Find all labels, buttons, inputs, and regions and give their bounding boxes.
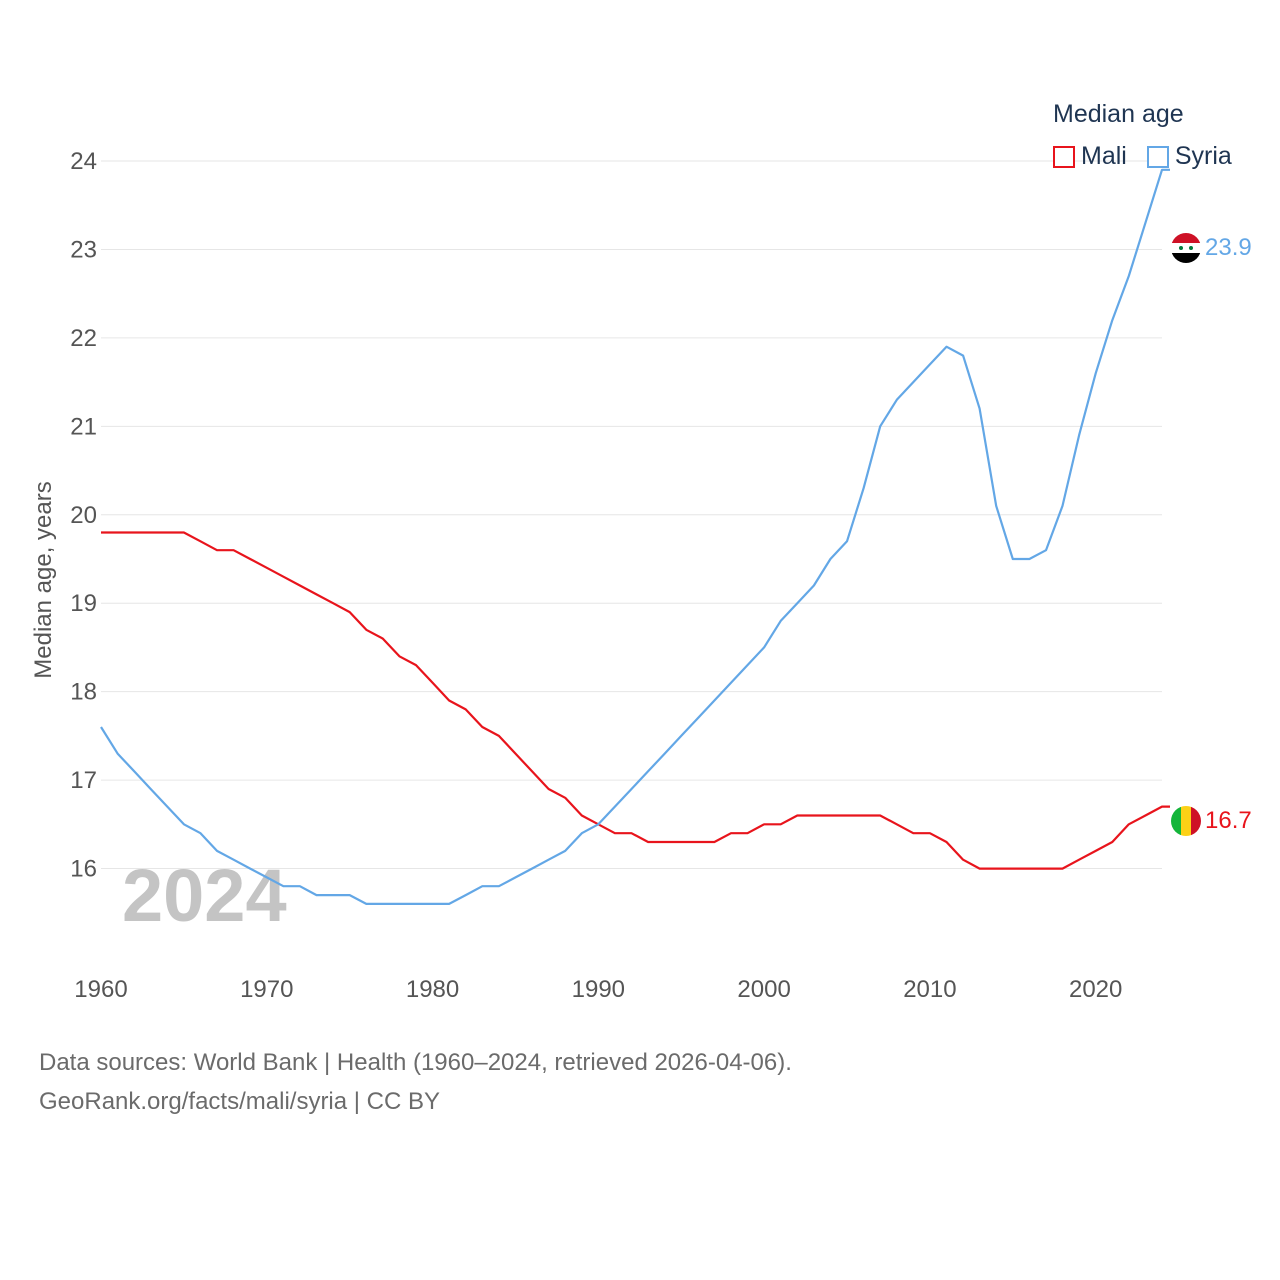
y-tick-label: 18 <box>70 679 97 706</box>
series-line-mali[interactable] <box>101 531 1170 870</box>
legend-label-syria: Syria <box>1174 142 1232 170</box>
legend-title: Median age <box>1053 100 1184 128</box>
x-tick-label: 1990 <box>572 976 625 1003</box>
y-tick-label: 16 <box>70 856 97 883</box>
mali-swatch <box>1053 145 1075 168</box>
y-axis-label: Median age, years <box>30 481 57 678</box>
legend: Mali Syria <box>1053 142 1232 171</box>
legend-label-mali: Mali <box>1081 142 1127 170</box>
y-tick-label: 23 <box>70 236 97 263</box>
syria-flag-icon <box>1171 233 1201 263</box>
y-tick-label: 20 <box>70 502 97 529</box>
footer: Data sources: World Bank | Health (1960–… <box>39 1043 792 1121</box>
legend-item-syria[interactable]: Syria <box>1146 142 1232 171</box>
gridlines <box>101 160 1162 870</box>
y-tick-label: 24 <box>70 148 97 175</box>
x-tick-label: 2010 <box>903 976 956 1003</box>
y-tick-label: 21 <box>70 413 97 440</box>
x-axis-ticks: 1960 1970 1980 1990 2000 2010 2020 <box>74 976 1122 1003</box>
series-line-syria[interactable] <box>100 168 1170 906</box>
y-tick-label: 17 <box>70 767 97 794</box>
x-tick-label: 1980 <box>406 976 459 1003</box>
series-lines <box>100 168 1170 906</box>
x-tick-label: 1960 <box>74 976 127 1003</box>
mali-flag-icon <box>1171 806 1201 836</box>
source-link[interactable]: GeoRank.org/facts/mali/syria | CC BY <box>39 1088 441 1115</box>
x-tick-label: 2020 <box>1069 976 1122 1003</box>
mali-end-label: 16.7 <box>1205 807 1252 834</box>
y-axis-ticks: 16 17 18 19 20 21 22 23 24 <box>70 148 97 883</box>
data-sources-text: Data sources: World Bank | Health (1960–… <box>39 1049 792 1076</box>
y-tick-label: 22 <box>70 325 97 352</box>
legend-item-mali[interactable]: Mali <box>1053 142 1127 171</box>
syria-end-label: 23.9 <box>1205 234 1252 261</box>
year-watermark: 2024 <box>122 854 287 937</box>
x-tick-label: 1970 <box>240 976 293 1003</box>
x-tick-label: 2000 <box>737 976 790 1003</box>
y-tick-label: 19 <box>70 590 97 617</box>
syria-swatch <box>1146 145 1169 168</box>
